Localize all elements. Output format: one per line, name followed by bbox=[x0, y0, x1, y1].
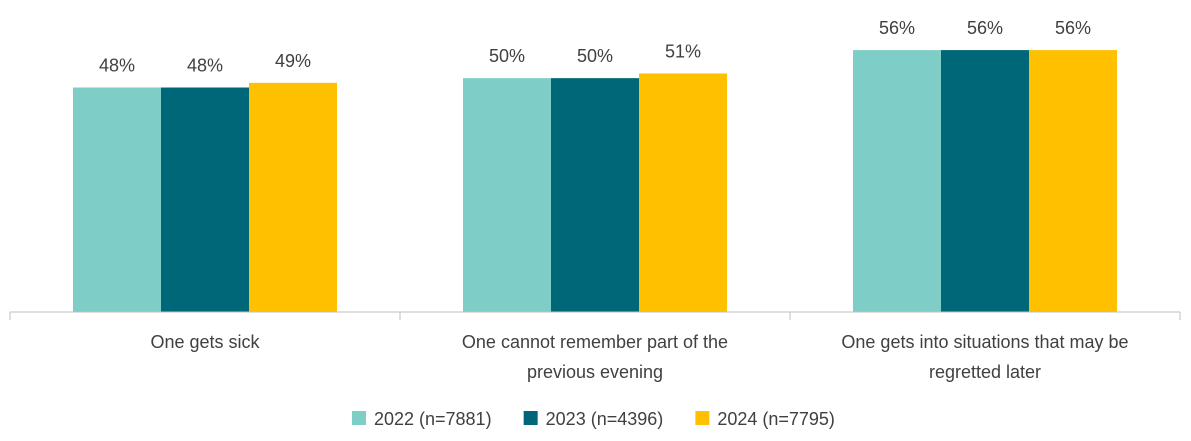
data-label-3-series-2: 56% bbox=[967, 18, 1003, 38]
bar-3-series-1 bbox=[853, 50, 941, 312]
legend-label-3: 2024 (n=7795) bbox=[717, 409, 835, 429]
bar-2-series-3 bbox=[639, 73, 727, 312]
bar-2-series-2 bbox=[551, 78, 639, 313]
bars-layer bbox=[73, 50, 1117, 313]
data-label-3-series-3: 56% bbox=[1055, 18, 1091, 38]
category-label-1: One gets sick bbox=[150, 332, 260, 352]
legend-swatch-1 bbox=[351, 411, 366, 425]
category-label-3-line-2: regretted later bbox=[929, 362, 1041, 382]
bar-1-series-1 bbox=[73, 87, 161, 312]
legend-swatch-3 bbox=[695, 411, 710, 425]
bar-1-series-3 bbox=[249, 82, 337, 312]
data-label-1-series-2: 48% bbox=[187, 56, 223, 76]
bar-3-series-2 bbox=[941, 50, 1029, 312]
data-label-2-series-1: 50% bbox=[489, 46, 525, 66]
legend: 2022 (n=7881) 2023 (n=4396) 2024 (n=7795) bbox=[351, 409, 835, 429]
legend-label-1: 2022 (n=7881) bbox=[374, 409, 492, 429]
x-axis: One gets sick One cannot remember part of… bbox=[9, 311, 1181, 382]
category-label-2-line-1: One cannot remember part of the bbox=[462, 332, 728, 352]
category-label-3-line-1: One gets into situations that may be bbox=[841, 332, 1128, 352]
bar-3-series-3 bbox=[1029, 50, 1117, 312]
data-label-1-series-1: 48% bbox=[99, 56, 135, 76]
data-labels-layer: 48% 48% 49% 50% 50% 51% 56% 56% 56% bbox=[99, 18, 1091, 75]
data-label-3-series-1: 56% bbox=[879, 18, 915, 38]
category-label-2-line-2: previous evening bbox=[527, 362, 663, 382]
data-label-2-series-2: 50% bbox=[577, 46, 613, 66]
legend-label-2: 2023 (n=4396) bbox=[546, 409, 664, 429]
data-label-1-series-3: 49% bbox=[275, 51, 311, 71]
legend-swatch-2 bbox=[523, 411, 538, 425]
data-label-2-series-3: 51% bbox=[665, 41, 701, 61]
bar-1-series-2 bbox=[161, 87, 249, 312]
bar-2-series-1 bbox=[463, 78, 551, 313]
